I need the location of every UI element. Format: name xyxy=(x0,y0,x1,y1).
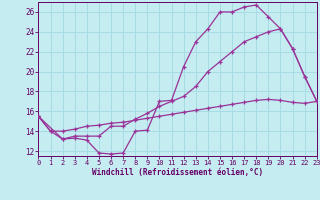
X-axis label: Windchill (Refroidissement éolien,°C): Windchill (Refroidissement éolien,°C) xyxy=(92,168,263,177)
